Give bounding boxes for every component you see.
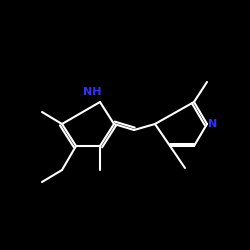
Text: N: N <box>208 119 218 129</box>
Text: NH: NH <box>83 87 101 97</box>
